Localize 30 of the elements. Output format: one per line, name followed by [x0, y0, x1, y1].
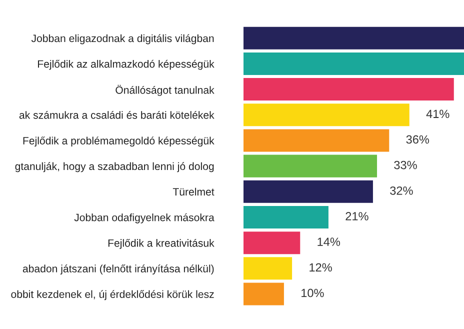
y-tick-label: Türelmet	[172, 188, 214, 196]
y-tick-label: Fejlődik a kreativitásuk	[108, 238, 214, 249]
bar	[244, 104, 410, 126]
data-label: 21%	[346, 212, 368, 220]
y-tick-label: Jobban eligazodnak a digitális világban	[31, 34, 214, 44]
bar	[244, 78, 454, 101]
y-tick-label: ak számukra a családi és baráti kötelékek	[19, 110, 214, 119]
data-label: 32%	[390, 186, 413, 195]
data-label: 14%	[318, 238, 340, 246]
bar	[244, 52, 464, 75]
bar	[244, 257, 292, 280]
y-tick-label: Jobban odafigyelnek másokra	[74, 213, 214, 224]
bar	[244, 282, 284, 306]
bar	[244, 232, 300, 254]
y-tick-label: obbit kezdenek el, új érdeklődési körük lesz	[11, 290, 214, 300]
data-label: 12%	[310, 263, 332, 272]
y-tick-label: Fejlődik a problémamegoldó képességük	[23, 136, 214, 147]
data-label: 10%	[302, 288, 324, 298]
y-tick-label: Önállóságot tanulnak	[116, 84, 214, 96]
bar	[244, 26, 464, 50]
data-label: 41%	[426, 110, 450, 118]
data-label: 33%	[394, 160, 417, 170]
bar	[244, 154, 378, 178]
data-label: 36%	[406, 135, 430, 144]
y-tick-label: Fejlődik az alkalmazkodó képességük	[38, 60, 214, 70]
y-tick-label: gtanulják, hogy a szabadban lenni jó dolog	[15, 162, 214, 172]
bar	[244, 129, 390, 152]
bar	[244, 180, 373, 203]
bar	[244, 206, 328, 228]
y-tick-label: abadon játszani (felnőtt irányítása nélkül)	[22, 264, 214, 274]
